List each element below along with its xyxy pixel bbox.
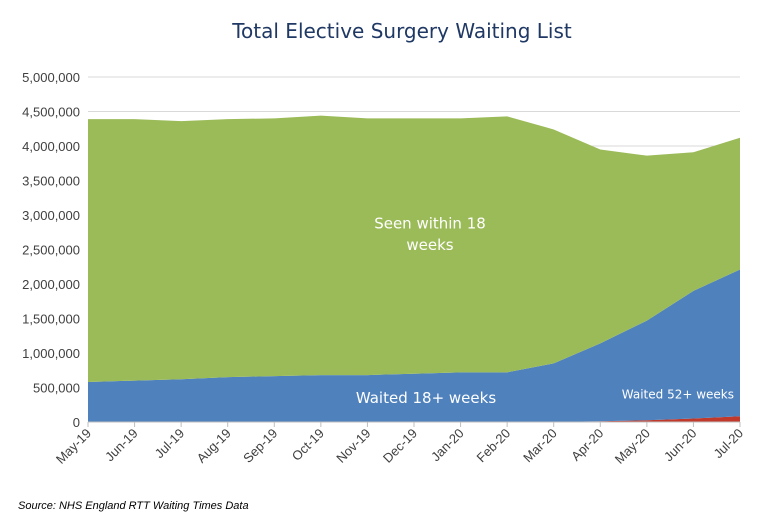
annotation-line: Waited 18+ weeks (356, 389, 496, 407)
y-tick-label: 0 (73, 415, 80, 430)
x-tick-label: Apr-20 (568, 426, 606, 464)
annotation-line: Seen within 18 (374, 214, 486, 232)
annotations: Seen within 18 weeks Waited 18+ weeks Waite… (356, 214, 734, 407)
area-waited-52-weeks (88, 416, 740, 422)
x-tick-label: Jan-20 (428, 426, 467, 465)
y-tick-label: 2,500,000 (22, 243, 80, 258)
x-tick-label: Dec-19 (380, 426, 420, 466)
y-tick-label: 4,000,000 (22, 139, 80, 154)
x-tick-label: May-20 (612, 426, 653, 467)
area-seen-within-18-weeks (88, 115, 740, 382)
y-tick-label: 2,000,000 (22, 277, 80, 292)
series-annotation: Seen within 18 weeks (374, 214, 486, 254)
y-tick-label: 1,500,000 (22, 312, 80, 327)
x-tick-label: Jun-19 (102, 426, 141, 465)
x-tick-label: Jul-20 (710, 426, 746, 462)
x-tick-label: Sep-19 (240, 426, 280, 466)
x-axis: May-19 Jun-19 Jul-19 Aug-19 Sep-19 Oct-19 Nov-… (53, 421, 746, 467)
area-waited-18-weeks (88, 269, 740, 422)
chart-title: Total Elective Surgery Waiting List (231, 19, 572, 43)
series-annotation: Waited 18+ weeks (356, 389, 496, 407)
annotation-line: weeks (406, 236, 453, 254)
y-tick-label: 1,000,000 (22, 346, 80, 361)
source-note: Source: NHS England RTT Waiting Times Da… (18, 500, 249, 512)
y-tick-label: 500,000 (33, 381, 80, 396)
y-tick-label: 5,000,000 (22, 70, 80, 85)
y-tick-label: 4,500,000 (22, 105, 80, 120)
plot-areas (88, 115, 740, 422)
y-tick-label: 3,000,000 (22, 208, 80, 223)
x-tick-label: Nov-19 (333, 426, 373, 466)
series-annotation: Waited 52+ weeks (622, 387, 734, 401)
y-axis: 0 500,000 1,000,000 1,500,000 2,000,000 2,500… (22, 70, 80, 430)
x-tick-label: Mar-20 (520, 426, 560, 466)
x-tick-label: Jul-19 (152, 426, 188, 462)
x-tick-label: Jun-20 (661, 426, 700, 465)
x-tick-label: Oct-19 (289, 426, 327, 464)
y-tick-label: 3,500,000 (22, 174, 80, 189)
annotation-line: Waited 52+ weeks (622, 387, 734, 401)
x-tick-label: Aug-19 (194, 426, 234, 466)
x-tick-label: Feb-20 (474, 426, 514, 466)
x-tick-label: May-19 (53, 426, 94, 467)
